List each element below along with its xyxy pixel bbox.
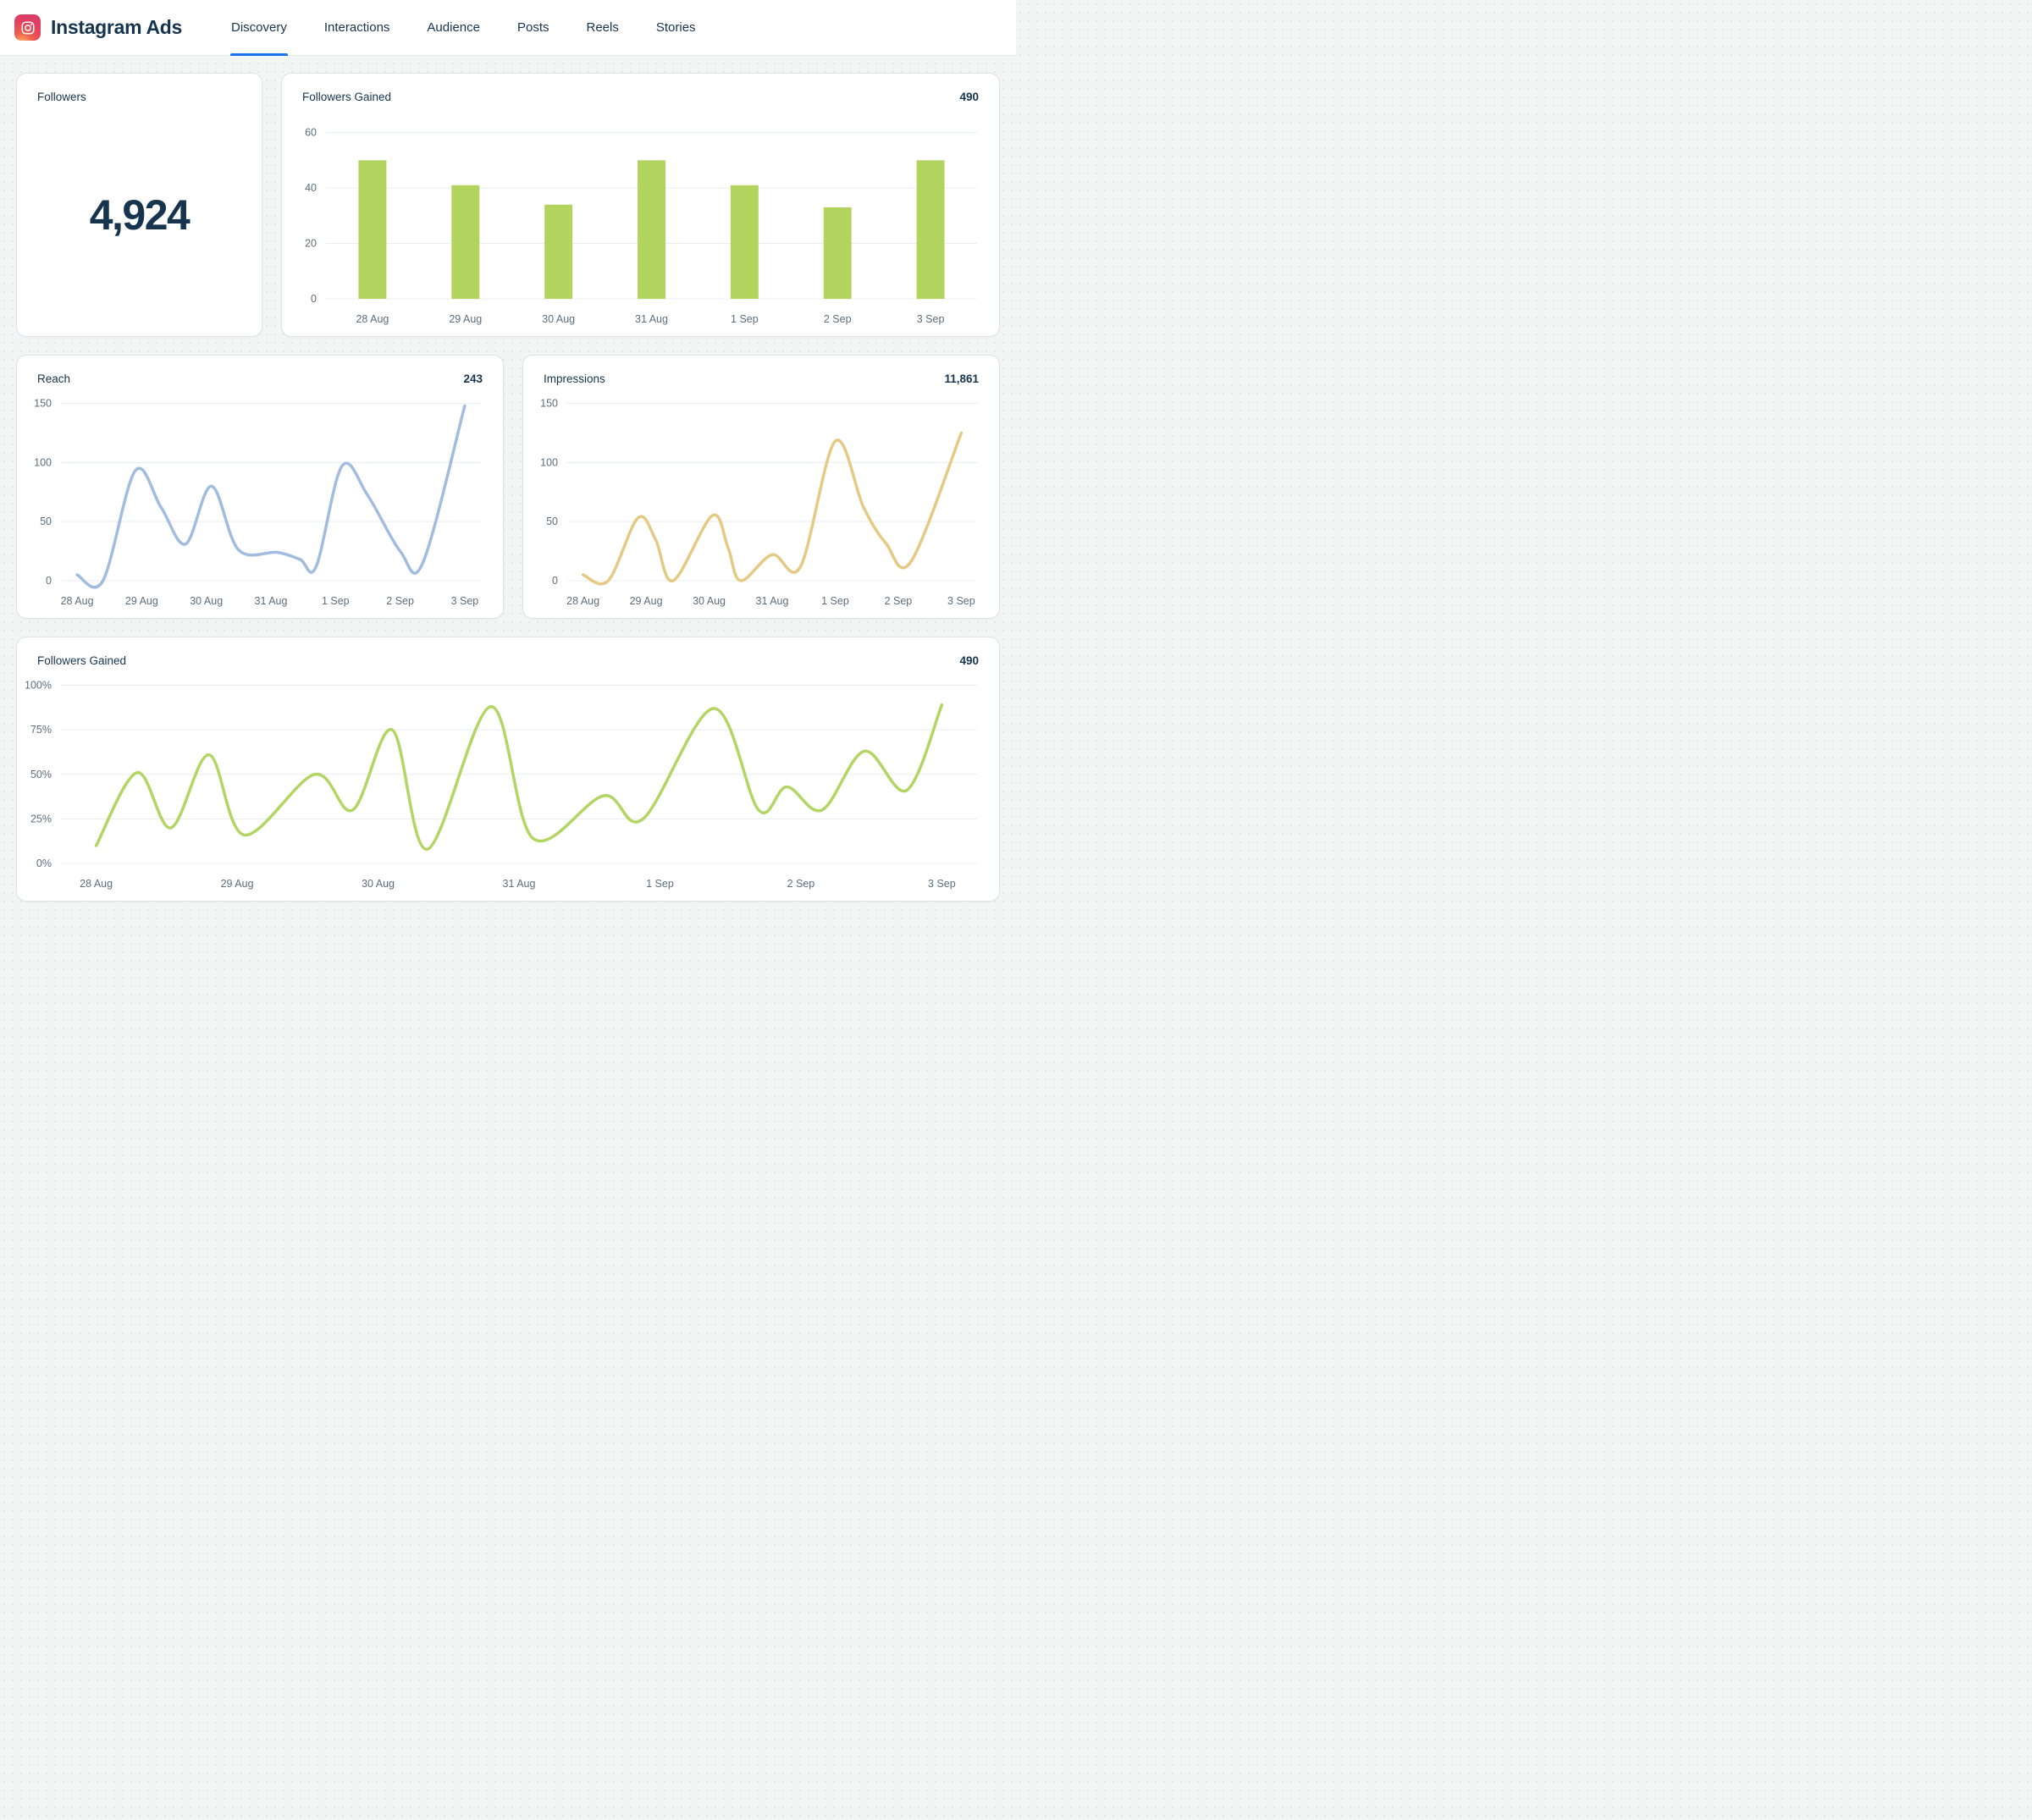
svg-text:29 Aug: 29 Aug: [630, 595, 663, 607]
bar-29-aug: [451, 185, 480, 299]
svg-text:0: 0: [552, 575, 558, 587]
svg-text:31 Aug: 31 Aug: [255, 595, 288, 607]
svg-text:29 Aug: 29 Aug: [449, 313, 482, 325]
row-top: Followers 4,924 Followers Gained 490 0 20…: [16, 73, 1000, 337]
app-header: Instagram Ads Discovery Interactions Audie…: [0, 0, 1016, 56]
followers-gained-pct-line-chart: 0% 25% 50% 75% 100% 28 Aug 29 Aug 30 Aug 31 Aug 1…: [25, 680, 977, 890]
svg-text:2 Sep: 2 Sep: [885, 595, 913, 607]
tab-posts[interactable]: Posts: [516, 20, 549, 35]
reach-line-chart: 0 50 100 150 28 Aug 29 Aug 30 Aug 31 Aug 1 Sep 2 …: [34, 397, 481, 607]
card-total: 490: [959, 91, 979, 103]
svg-text:1 Sep: 1 Sep: [821, 595, 849, 607]
svg-text:20: 20: [305, 238, 317, 250]
nav-tabs: Discovery Interactions Audience Posts Reels S…: [213, 0, 715, 56]
followers-count: 4,924: [89, 191, 190, 239]
tab-discovery[interactable]: Discovery: [213, 0, 306, 56]
reach-line: [75, 404, 467, 589]
reach-card: Reach 243 0 50 100 150 28 Aug 29 Aug 30 Aug 31 …: [16, 355, 504, 619]
impressions-line-chart: 0 50 100 150 28 Aug 29 Aug 30 Aug 31 Aug 1 Sep 2 …: [540, 397, 977, 607]
followers-gained-bar-chart: 0 20 40 60 28 Aug 29 Aug 30 Aug 31 Aug 1 Sep 2 Se…: [305, 127, 977, 325]
svg-text:2 Sep: 2 Sep: [787, 878, 815, 890]
svg-text:3 Sep: 3 Sep: [451, 595, 479, 607]
bar-3-sep: [916, 160, 945, 299]
svg-text:50%: 50%: [30, 769, 52, 780]
dashboard: Followers 4,924 Followers Gained 490 0 20…: [0, 56, 1016, 908]
bar-1-sep: [730, 185, 759, 299]
svg-text:29 Aug: 29 Aug: [125, 595, 158, 607]
instagram-logo-icon: [14, 14, 41, 41]
svg-text:28 Aug: 28 Aug: [356, 313, 389, 325]
svg-text:3 Sep: 3 Sep: [917, 313, 945, 325]
card-title: Impressions: [544, 372, 605, 385]
bar-30-aug: [544, 204, 573, 299]
svg-text:100: 100: [34, 456, 52, 468]
tab-audience[interactable]: Audience: [427, 20, 480, 35]
svg-text:150: 150: [540, 397, 558, 409]
card-total: 490: [959, 654, 979, 667]
tab-reels[interactable]: Reels: [586, 20, 619, 35]
card-title: Reach: [37, 372, 71, 385]
followers-card: Followers 4,924: [16, 73, 262, 337]
svg-text:50: 50: [40, 516, 52, 527]
svg-text:30 Aug: 30 Aug: [693, 595, 726, 607]
svg-text:150: 150: [34, 397, 52, 409]
bar-31-aug: [638, 160, 665, 299]
card-total: 11,861: [944, 372, 979, 385]
followers-gained-pct-card: Followers Gained 490 0% 25% 50% 75% 100% 28 A…: [16, 637, 1000, 902]
bar-2-sep: [823, 207, 852, 299]
followers-card-title: Followers: [37, 91, 86, 103]
svg-text:25%: 25%: [30, 813, 52, 825]
svg-text:50: 50: [546, 516, 558, 527]
svg-text:3 Sep: 3 Sep: [947, 595, 975, 607]
svg-text:28 Aug: 28 Aug: [566, 595, 599, 607]
tab-interactions[interactable]: Interactions: [323, 20, 390, 35]
svg-text:1 Sep: 1 Sep: [322, 595, 350, 607]
svg-text:1 Sep: 1 Sep: [731, 313, 759, 325]
svg-text:1 Sep: 1 Sep: [646, 878, 674, 890]
svg-text:0: 0: [311, 293, 317, 305]
card-total: 243: [463, 372, 483, 385]
svg-text:30 Aug: 30 Aug: [362, 878, 395, 890]
svg-text:3 Sep: 3 Sep: [928, 878, 956, 890]
svg-text:31 Aug: 31 Aug: [756, 595, 789, 607]
svg-text:29 Aug: 29 Aug: [221, 878, 254, 890]
impressions-line: [581, 431, 964, 586]
svg-text:0%: 0%: [36, 858, 52, 869]
svg-text:31 Aug: 31 Aug: [635, 313, 668, 325]
svg-text:28 Aug: 28 Aug: [80, 878, 113, 890]
svg-text:60: 60: [305, 127, 317, 139]
svg-text:2 Sep: 2 Sep: [824, 313, 852, 325]
card-title: Followers Gained: [302, 91, 392, 103]
svg-text:0: 0: [46, 575, 52, 587]
row-bottom: Followers Gained 490 0% 25% 50% 75% 100% 28 A…: [16, 637, 1000, 902]
followers-gained-bar-card: Followers Gained 490 0 20 40 60 28 Aug 29 Aug…: [281, 73, 1000, 337]
svg-text:31 Aug: 31 Aug: [503, 878, 536, 890]
app-title: Instagram Ads: [51, 16, 183, 38]
impressions-card: Impressions 11,861 0 50 100 150 28 Aug 29 Aug…: [522, 355, 1000, 619]
row-middle: Reach 243 0 50 100 150 28 Aug 29 Aug 30 Aug 31 …: [16, 355, 1000, 619]
tab-stories[interactable]: Stories: [655, 20, 696, 35]
svg-text:100: 100: [540, 456, 558, 468]
followers-gained-pct-line: [94, 703, 944, 851]
svg-text:75%: 75%: [30, 724, 52, 736]
svg-text:40: 40: [305, 182, 317, 194]
svg-text:28 Aug: 28 Aug: [61, 595, 94, 607]
svg-text:30 Aug: 30 Aug: [542, 313, 575, 325]
svg-text:2 Sep: 2 Sep: [386, 595, 414, 607]
card-title: Followers Gained: [37, 654, 127, 667]
svg-text:100%: 100%: [25, 680, 52, 692]
bar-28-aug: [358, 160, 387, 299]
svg-text:30 Aug: 30 Aug: [190, 595, 223, 607]
